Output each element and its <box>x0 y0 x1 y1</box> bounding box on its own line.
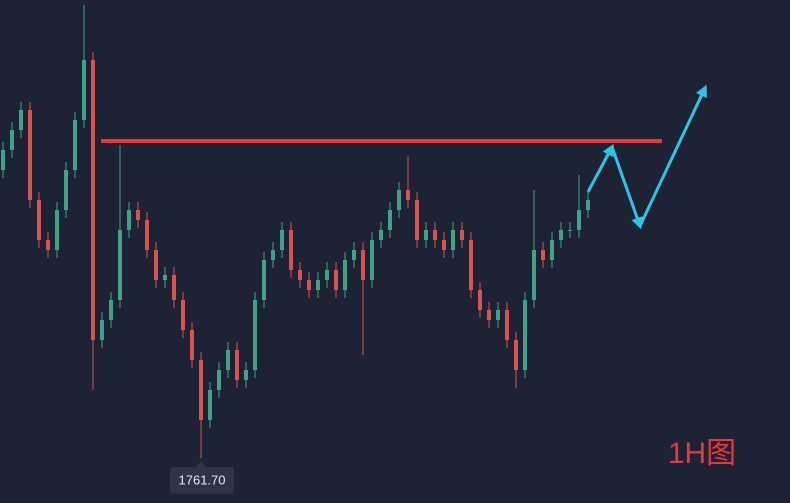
candle-body <box>433 230 437 240</box>
candle-body <box>469 240 473 290</box>
candle-body <box>424 230 428 240</box>
candle-body <box>379 230 383 240</box>
candle-body <box>370 240 374 280</box>
candle-body <box>55 210 59 250</box>
candle-body <box>523 300 527 370</box>
candle-body <box>109 300 113 320</box>
candle-body <box>352 250 356 260</box>
candle-body <box>496 310 500 320</box>
candle-body <box>73 120 77 170</box>
candle-body <box>172 275 176 300</box>
candle-body <box>406 190 410 200</box>
candle-body <box>307 280 311 290</box>
tag-pointer <box>196 461 206 467</box>
candle-body <box>28 110 32 200</box>
candle-body <box>253 300 257 370</box>
candle-body <box>505 310 509 340</box>
candle-body <box>82 60 86 120</box>
candle-body <box>586 200 590 210</box>
candle-body <box>10 130 14 150</box>
candle-body <box>235 350 239 380</box>
candle-body <box>316 280 320 290</box>
candle-body <box>19 110 23 130</box>
candle-body <box>514 340 518 370</box>
candle-body <box>271 250 275 260</box>
projection-arrow <box>638 84 707 227</box>
candle-body <box>217 370 221 390</box>
candle-body <box>442 240 446 250</box>
candle-body <box>550 240 554 260</box>
projection-arrow <box>610 146 643 230</box>
tag-text: 1761.70 <box>179 472 226 487</box>
candle-body <box>145 220 149 250</box>
candle-body <box>541 250 545 260</box>
tag-box <box>170 467 234 494</box>
candle-body <box>559 230 563 240</box>
candle-body <box>226 350 230 370</box>
candle-body <box>361 250 365 280</box>
projection-arrow <box>586 143 614 193</box>
candle-body <box>181 300 185 330</box>
candle-body <box>532 250 536 300</box>
candle-body <box>199 360 203 420</box>
timeframe-label: 1H图 <box>668 437 736 470</box>
candle-body <box>451 230 455 250</box>
candle-body <box>343 260 347 290</box>
candle-body <box>298 270 302 280</box>
candle-body <box>334 270 338 290</box>
candle-body <box>388 210 392 230</box>
candle-body <box>136 210 140 220</box>
candle-body <box>118 230 122 300</box>
candle-body <box>163 275 167 280</box>
candle-body <box>487 310 491 320</box>
candle-body <box>397 190 401 210</box>
candle-body <box>46 240 50 250</box>
candle-body <box>460 230 464 240</box>
candle-body <box>64 170 68 210</box>
candle-body <box>127 210 131 230</box>
low-price-tag: 1761.70 <box>170 461 234 494</box>
candle-body <box>478 290 482 310</box>
candle-body <box>415 200 419 240</box>
candle-body <box>1 150 5 170</box>
candle-body <box>262 260 266 300</box>
candle-body <box>244 370 248 380</box>
candle-body <box>577 210 581 230</box>
candle-body <box>325 270 329 280</box>
candle-body <box>190 330 194 360</box>
candle-body <box>91 60 95 340</box>
candle-body <box>280 230 284 250</box>
candle-body <box>568 230 572 231</box>
candle-body <box>37 200 41 240</box>
candle-body <box>289 230 293 270</box>
candle-body <box>208 390 212 420</box>
candle-body <box>100 320 104 340</box>
candle-body <box>154 250 158 280</box>
